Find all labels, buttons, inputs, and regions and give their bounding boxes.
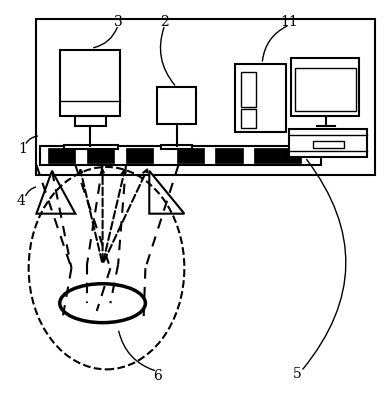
Bar [241,109,256,129]
Bar [126,149,153,164]
Text: 1: 1 [18,141,27,155]
Text: 3: 3 [114,15,123,29]
Bar [291,59,359,117]
Text: 6: 6 [153,368,162,382]
Bar [295,68,356,111]
Bar [235,65,285,132]
Bar [216,149,243,164]
Bar [36,20,375,175]
Bar [157,88,196,125]
Bar [64,145,118,150]
Bar [289,130,367,158]
Ellipse shape [60,284,145,323]
Text: 5: 5 [293,367,301,380]
Text: 4: 4 [16,194,25,207]
Bar [176,149,204,164]
Bar [281,149,301,164]
Polygon shape [149,171,184,214]
Bar [87,149,114,164]
Bar [254,149,281,164]
Bar [60,51,120,117]
Text: 2: 2 [160,15,169,29]
Bar [48,149,75,164]
Bar [313,141,344,148]
Bar [161,145,192,150]
Bar [40,147,321,166]
Text: 11: 11 [281,15,298,29]
Polygon shape [36,171,75,214]
Bar [241,72,256,107]
